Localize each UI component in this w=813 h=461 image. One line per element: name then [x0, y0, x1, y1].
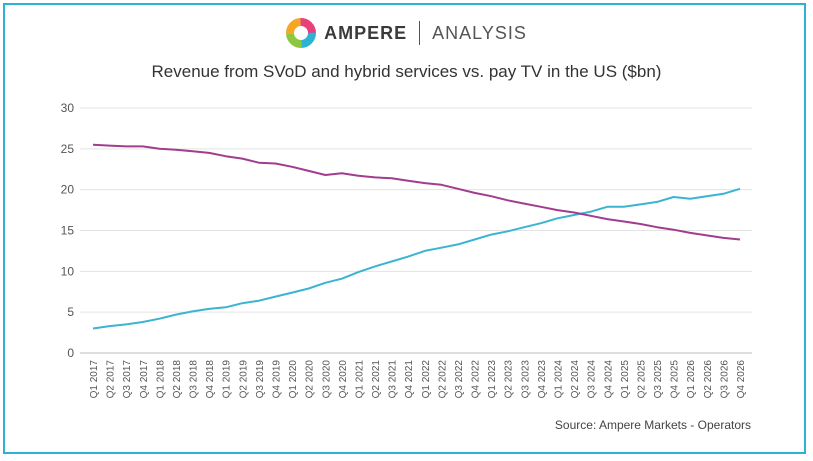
x-tick-label: Q2 2018 — [172, 360, 183, 399]
x-tick-label: Q3 2019 — [255, 360, 266, 399]
x-tick-label: Q3 2021 — [388, 360, 399, 399]
x-tick-label: Q4 2025 — [670, 360, 681, 399]
brand-header: AMPERE ANALYSIS — [0, 18, 813, 48]
x-tick-label: Q1 2018 — [155, 360, 166, 399]
x-tick-label: Q1 2026 — [686, 360, 697, 399]
brand-subtitle: ANALYSIS — [432, 22, 527, 43]
x-tick-label: Q4 2020 — [338, 360, 349, 399]
x-tick-label: Q2 2020 — [305, 360, 316, 399]
x-tick-label: Q2 2022 — [437, 360, 448, 399]
x-tick-label: Q1 2017 — [89, 360, 100, 399]
chart-border — [3, 3, 806, 454]
x-tick-label: Q1 2019 — [222, 360, 233, 399]
y-tick-label: 25 — [61, 142, 75, 156]
y-tick-label: 0 — [67, 346, 74, 360]
y-tick-label: 20 — [61, 183, 75, 197]
paytv-series-line — [92, 143, 741, 241]
x-tick-label: Q4 2024 — [603, 360, 614, 399]
brand-separator — [419, 21, 421, 45]
x-tick-label: Q2 2024 — [570, 360, 581, 399]
series-lines — [92, 143, 741, 330]
x-tick-label: Q3 2018 — [189, 360, 200, 399]
x-tick-label: Q3 2024 — [587, 360, 598, 399]
x-tick-label: Q4 2017 — [139, 360, 150, 399]
x-tick-label: Q3 2025 — [653, 360, 664, 399]
x-tick-label: Q2 2017 — [106, 360, 117, 399]
x-tick-label: Q3 2022 — [454, 360, 465, 399]
brand-name: AMPERE — [324, 22, 408, 43]
x-tick-label: Q4 2019 — [271, 360, 282, 399]
x-tick-label: Q2 2023 — [504, 360, 515, 399]
x-tick-label: Q1 2024 — [554, 360, 565, 399]
ampere-logo-icon — [286, 18, 317, 48]
gridlines — [80, 107, 752, 354]
x-tick-label: Q1 2025 — [620, 360, 631, 399]
y-tick-label: 15 — [61, 224, 75, 238]
svod-series-line — [92, 187, 741, 330]
y-tick-label: 30 — [61, 101, 75, 115]
x-tick-label: Q1 2023 — [487, 360, 498, 399]
x-tick-label: Q3 2026 — [719, 360, 730, 399]
x-axis: Q1 2017 Q2 2017 Q3 2017 Q4 2017 Q1 2018 Q2 20… — [89, 360, 747, 399]
x-tick-label: Q1 2020 — [288, 360, 299, 399]
x-tick-label: Q3 2023 — [520, 360, 531, 399]
x-tick-label: Q2 2021 — [371, 360, 382, 399]
x-tick-label: Q3 2020 — [321, 360, 332, 399]
x-tick-label: Q4 2022 — [471, 360, 482, 399]
x-tick-label: Q3 2017 — [122, 360, 133, 399]
x-tick-label: Q2 2026 — [703, 360, 714, 399]
x-tick-label: Q4 2021 — [404, 360, 415, 399]
y-axis: 0 5 10 15 20 25 30 — [61, 101, 75, 360]
x-tick-label: Q1 2021 — [354, 360, 365, 399]
x-tick-label: Q1 2022 — [421, 360, 432, 399]
x-tick-label: Q4 2018 — [205, 360, 216, 399]
x-tick-label: Q4 2023 — [537, 360, 548, 399]
y-tick-label: 5 — [67, 305, 74, 319]
x-tick-label: Q2 2019 — [238, 360, 249, 399]
x-tick-label: Q2 2025 — [636, 360, 647, 399]
chart-title: Revenue from SVoD and hybrid services vs… — [151, 62, 662, 81]
source-note: Source: Ampere Markets - Operators — [554, 418, 751, 432]
y-tick-label: 10 — [61, 264, 75, 278]
x-tick-label: Q4 2026 — [736, 360, 747, 399]
